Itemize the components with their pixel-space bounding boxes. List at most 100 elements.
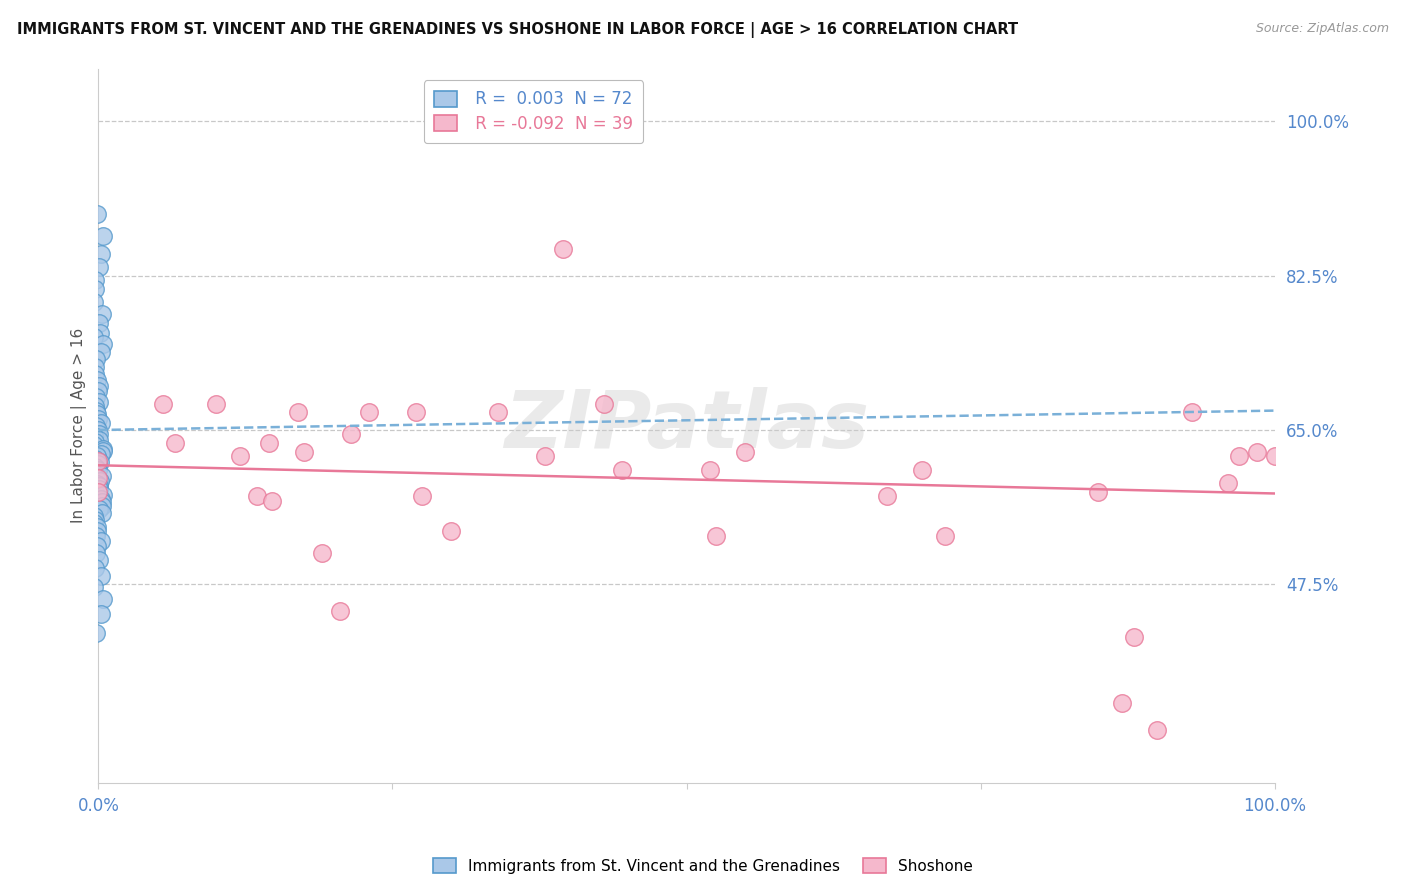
Point bbox=[91, 488, 114, 502]
Point bbox=[610, 463, 633, 477]
Point bbox=[262, 493, 284, 508]
Point bbox=[89, 455, 111, 469]
Point bbox=[91, 592, 114, 607]
Point bbox=[1122, 630, 1144, 644]
Point bbox=[86, 403, 108, 417]
Point bbox=[91, 444, 114, 458]
Point bbox=[84, 419, 107, 434]
Point bbox=[1181, 405, 1204, 419]
Point bbox=[1146, 723, 1168, 737]
Point bbox=[257, 436, 280, 450]
Point bbox=[163, 436, 186, 450]
Point bbox=[84, 367, 107, 381]
Point bbox=[534, 450, 557, 464]
Point bbox=[486, 405, 509, 419]
Point bbox=[205, 396, 228, 410]
Text: IMMIGRANTS FROM ST. VINCENT AND THE GRENADINES VS SHOSHONE IN LABOR FORCE | AGE : IMMIGRANTS FROM ST. VINCENT AND THE GREN… bbox=[17, 22, 1018, 38]
Point bbox=[89, 433, 111, 447]
Point bbox=[91, 468, 114, 483]
Point bbox=[734, 445, 756, 459]
Point bbox=[91, 499, 114, 513]
Point bbox=[87, 458, 110, 472]
Point bbox=[86, 207, 108, 221]
Point bbox=[89, 316, 111, 330]
Point bbox=[84, 471, 107, 485]
Point bbox=[90, 607, 112, 622]
Point bbox=[83, 580, 105, 594]
Point bbox=[87, 463, 110, 477]
Point bbox=[84, 359, 107, 374]
Point bbox=[1264, 450, 1286, 464]
Point bbox=[83, 460, 105, 475]
Point bbox=[90, 416, 112, 430]
Point bbox=[89, 474, 111, 488]
Point bbox=[84, 545, 107, 559]
Point bbox=[1246, 445, 1268, 459]
Point bbox=[84, 529, 107, 543]
Point bbox=[89, 394, 111, 409]
Point bbox=[876, 489, 898, 503]
Point bbox=[87, 479, 110, 493]
Point bbox=[91, 337, 114, 351]
Point bbox=[83, 466, 105, 480]
Point bbox=[292, 445, 315, 459]
Point bbox=[246, 489, 269, 503]
Point bbox=[89, 426, 111, 441]
Point bbox=[90, 569, 112, 583]
Point bbox=[83, 516, 105, 531]
Text: ZIPatlas: ZIPatlas bbox=[503, 386, 869, 465]
Text: Source: ZipAtlas.com: Source: ZipAtlas.com bbox=[1256, 22, 1389, 36]
Point bbox=[84, 484, 107, 499]
Point bbox=[83, 330, 105, 344]
Point bbox=[86, 540, 108, 554]
Point bbox=[86, 450, 108, 464]
Legend:  R =  0.003  N = 72,  R = -0.092  N = 39: R = 0.003 N = 72, R = -0.092 N = 39 bbox=[423, 80, 644, 143]
Point bbox=[91, 506, 114, 520]
Point bbox=[86, 524, 108, 539]
Point bbox=[699, 463, 721, 477]
Point bbox=[911, 463, 934, 477]
Point bbox=[90, 447, 112, 461]
Point bbox=[84, 435, 107, 450]
Point bbox=[86, 520, 108, 534]
Point bbox=[89, 260, 111, 274]
Point bbox=[83, 509, 105, 524]
Point bbox=[91, 442, 114, 456]
Point bbox=[84, 352, 107, 367]
Point bbox=[340, 427, 363, 442]
Point bbox=[405, 405, 427, 419]
Point bbox=[84, 513, 107, 527]
Point bbox=[90, 345, 112, 359]
Point bbox=[87, 552, 110, 566]
Point bbox=[440, 524, 463, 539]
Point bbox=[551, 242, 574, 256]
Point bbox=[84, 625, 107, 640]
Point bbox=[90, 534, 112, 549]
Legend: Immigrants from St. Vincent and the Grenadines, Shoshone: Immigrants from St. Vincent and the Gren… bbox=[427, 852, 979, 880]
Point bbox=[84, 399, 107, 413]
Point bbox=[328, 604, 350, 618]
Point bbox=[287, 405, 309, 419]
Y-axis label: In Labor Force | Age > 16: In Labor Force | Age > 16 bbox=[72, 328, 87, 524]
Point bbox=[87, 454, 110, 468]
Point bbox=[83, 438, 105, 452]
Point bbox=[91, 229, 114, 244]
Point bbox=[87, 379, 110, 393]
Point bbox=[89, 502, 111, 516]
Point bbox=[87, 471, 110, 485]
Point bbox=[593, 396, 616, 410]
Point bbox=[86, 390, 108, 404]
Point bbox=[357, 405, 380, 419]
Point bbox=[84, 560, 107, 574]
Point bbox=[87, 423, 110, 437]
Point bbox=[83, 295, 105, 310]
Point bbox=[87, 411, 110, 425]
Point bbox=[84, 282, 107, 296]
Point bbox=[90, 246, 112, 260]
Point bbox=[89, 326, 111, 340]
Point bbox=[87, 484, 110, 499]
Point bbox=[1087, 484, 1109, 499]
Point bbox=[934, 529, 956, 543]
Point bbox=[91, 495, 114, 509]
Point bbox=[86, 384, 108, 399]
